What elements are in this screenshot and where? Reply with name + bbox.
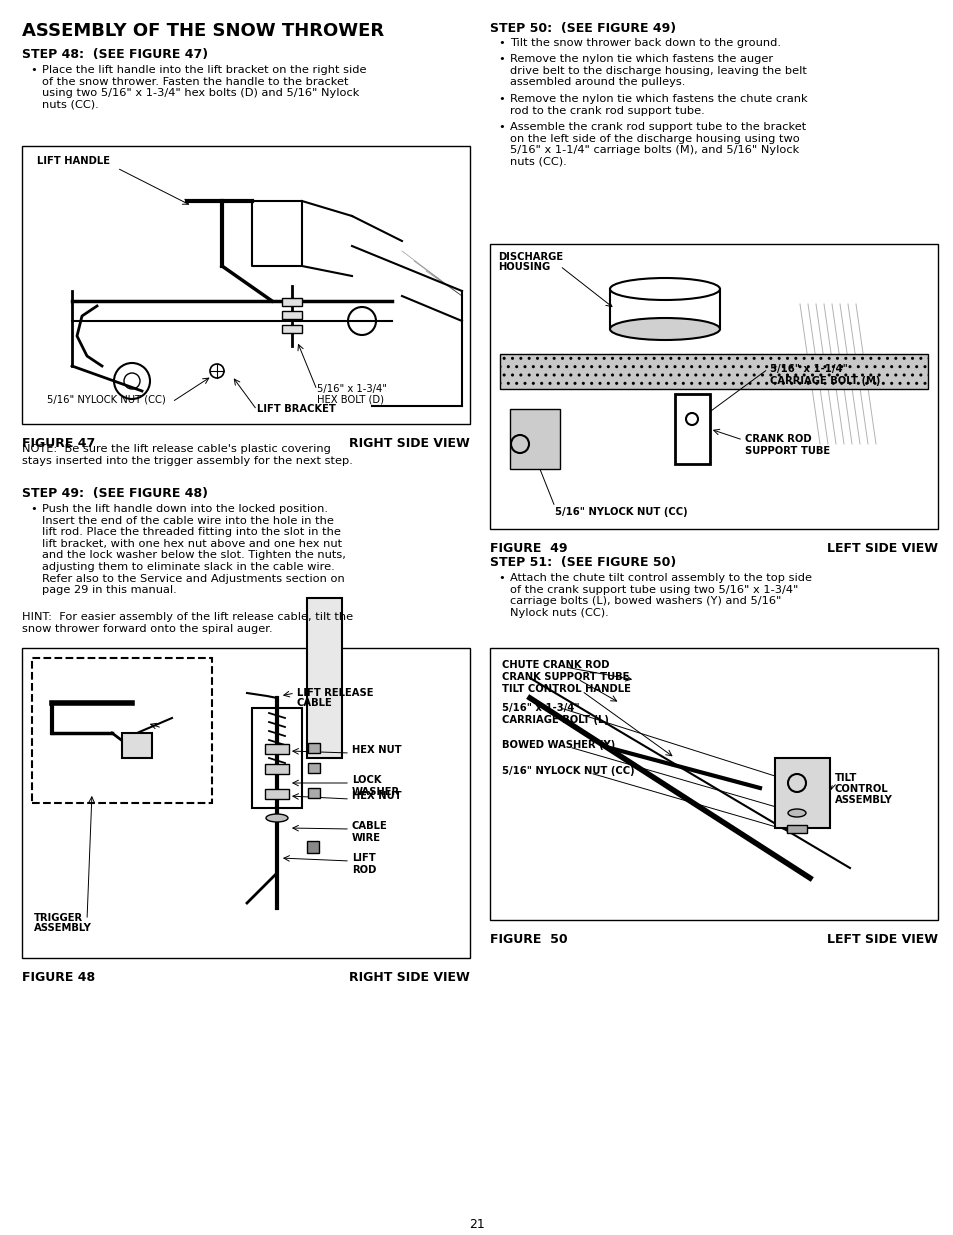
Text: HEX BOLT (D): HEX BOLT (D): [316, 395, 384, 405]
Text: HOUSING: HOUSING: [497, 262, 550, 272]
Text: HEX NUT: HEX NUT: [352, 745, 401, 755]
Bar: [282, 325, 302, 333]
Bar: [22, 648, 470, 958]
Text: DISCHARGE: DISCHARGE: [497, 252, 562, 262]
Text: NOTE:  Be sure the lift release cable's plastic covering
stays inserted into the: NOTE: Be sure the lift release cable's p…: [22, 445, 353, 466]
Text: LEFT SIDE VIEW: LEFT SIDE VIEW: [826, 932, 937, 946]
Text: ASSEMBLY: ASSEMBLY: [834, 795, 892, 805]
Text: CRANK SUPPORT TUBE: CRANK SUPPORT TUBE: [501, 672, 629, 682]
Text: FIGURE  50: FIGURE 50: [490, 932, 567, 946]
Text: STEP 50:  (SEE FIGURE 49): STEP 50: (SEE FIGURE 49): [490, 22, 676, 35]
Text: LIFT RELEASE: LIFT RELEASE: [296, 688, 374, 698]
Text: Push the lift handle down into the locked position.
Insert the end of the cable : Push the lift handle down into the locke…: [42, 504, 346, 595]
Text: 5/16" NYLOCK NUT (CC): 5/16" NYLOCK NUT (CC): [501, 766, 634, 776]
Bar: [265, 764, 289, 774]
Text: ASSEMBLY: ASSEMBLY: [34, 923, 91, 932]
Text: CARRIAGE BOLT (M): CARRIAGE BOLT (M): [769, 375, 880, 387]
Text: Attach the chute tilt control assembly to the top side
of the crank support tube: Attach the chute tilt control assembly t…: [510, 573, 811, 618]
Bar: [265, 743, 289, 755]
Text: 5/16" x 1-1/4": 5/16" x 1-1/4": [769, 364, 847, 374]
Text: •: •: [497, 122, 504, 132]
Text: Place the lift handle into the lift bracket on the right side
of the snow throwe: Place the lift handle into the lift brac…: [42, 65, 366, 110]
Bar: [282, 311, 302, 319]
Text: CHUTE CRANK ROD: CHUTE CRANK ROD: [501, 659, 609, 671]
Text: RIGHT SIDE VIEW: RIGHT SIDE VIEW: [349, 437, 470, 450]
Ellipse shape: [609, 278, 720, 300]
Bar: [23, 650, 469, 957]
Text: Remove the nylon tie which fastens the chute crank
rod to the crank rod support : Remove the nylon tie which fastens the c…: [510, 94, 807, 116]
Bar: [265, 789, 289, 799]
Text: CABLE
WIRE: CABLE WIRE: [352, 821, 387, 842]
Text: STEP 49:  (SEE FIGURE 48): STEP 49: (SEE FIGURE 48): [22, 487, 208, 500]
Text: 5/16" x 1-3/4"
CARRIAGE BOLT (L): 5/16" x 1-3/4" CARRIAGE BOLT (L): [501, 703, 608, 725]
Text: FIGURE 47: FIGURE 47: [22, 437, 95, 450]
Text: Tilt the snow thrower back down to the ground.: Tilt the snow thrower back down to the g…: [510, 38, 781, 48]
Text: LEFT SIDE VIEW: LEFT SIDE VIEW: [826, 542, 937, 555]
Text: LIFT
ROD: LIFT ROD: [352, 853, 376, 874]
Text: •: •: [497, 94, 504, 104]
Text: 5/16" x 1-3/4": 5/16" x 1-3/4": [316, 384, 387, 394]
Bar: [308, 743, 319, 753]
Text: TRIGGER: TRIGGER: [34, 913, 83, 923]
Bar: [307, 598, 341, 758]
Bar: [282, 298, 302, 306]
Bar: [22, 146, 470, 424]
Bar: [307, 841, 318, 853]
Text: •: •: [30, 65, 37, 75]
Bar: [122, 734, 152, 758]
Ellipse shape: [609, 317, 720, 340]
Ellipse shape: [787, 809, 805, 818]
Bar: [308, 763, 319, 773]
Text: TILT: TILT: [834, 773, 857, 783]
Text: TILT CONTROL HANDLE: TILT CONTROL HANDLE: [501, 684, 630, 694]
Text: LIFT HANDLE: LIFT HANDLE: [37, 156, 110, 165]
Text: STEP 48:  (SEE FIGURE 47): STEP 48: (SEE FIGURE 47): [22, 48, 208, 61]
Bar: [490, 245, 937, 529]
Text: Remove the nylon tie which fastens the auger
drive belt to the discharge housing: Remove the nylon tie which fastens the a…: [510, 54, 806, 88]
Ellipse shape: [266, 814, 288, 823]
Bar: [774, 758, 829, 827]
Text: FIGURE  49: FIGURE 49: [490, 542, 567, 555]
Text: ASSEMBLY OF THE SNOW THROWER: ASSEMBLY OF THE SNOW THROWER: [22, 22, 384, 40]
Bar: [499, 354, 927, 389]
Text: •: •: [497, 54, 504, 64]
Text: 5/16" NYLOCK NUT (CC): 5/16" NYLOCK NUT (CC): [47, 394, 166, 404]
Bar: [491, 245, 936, 529]
Text: 5/16" NYLOCK NUT (CC): 5/16" NYLOCK NUT (CC): [555, 508, 687, 517]
Bar: [675, 394, 709, 464]
Text: •: •: [497, 573, 504, 583]
Text: •: •: [30, 504, 37, 514]
Text: FIGURE 48: FIGURE 48: [22, 971, 95, 984]
Text: SUPPORT TUBE: SUPPORT TUBE: [744, 446, 829, 456]
Text: LOCK
WASHER: LOCK WASHER: [352, 776, 399, 797]
Bar: [491, 650, 936, 919]
Bar: [510, 409, 559, 469]
Text: •: •: [497, 38, 504, 48]
Text: STEP 51:  (SEE FIGURE 50): STEP 51: (SEE FIGURE 50): [490, 556, 676, 569]
Text: CABLE: CABLE: [296, 698, 333, 708]
Text: LIFT BRACKET: LIFT BRACKET: [256, 404, 335, 414]
Text: CONTROL: CONTROL: [834, 784, 888, 794]
Text: 21: 21: [469, 1218, 484, 1231]
Text: Assemble the crank rod support tube to the bracket
on the left side of the disch: Assemble the crank rod support tube to t…: [510, 122, 805, 167]
Bar: [786, 825, 806, 832]
Bar: [252, 708, 302, 808]
Text: HINT:  For easier assembly of the lift release cable, tilt the
snow thrower forw: HINT: For easier assembly of the lift re…: [22, 613, 353, 634]
Text: RIGHT SIDE VIEW: RIGHT SIDE VIEW: [349, 971, 470, 984]
Bar: [32, 658, 212, 803]
Text: HEX NUT: HEX NUT: [352, 790, 401, 802]
Bar: [490, 648, 937, 920]
Bar: [23, 147, 469, 424]
Bar: [308, 788, 319, 798]
Text: CRANK ROD: CRANK ROD: [744, 433, 811, 445]
Text: BOWED WASHER (Y): BOWED WASHER (Y): [501, 740, 615, 750]
